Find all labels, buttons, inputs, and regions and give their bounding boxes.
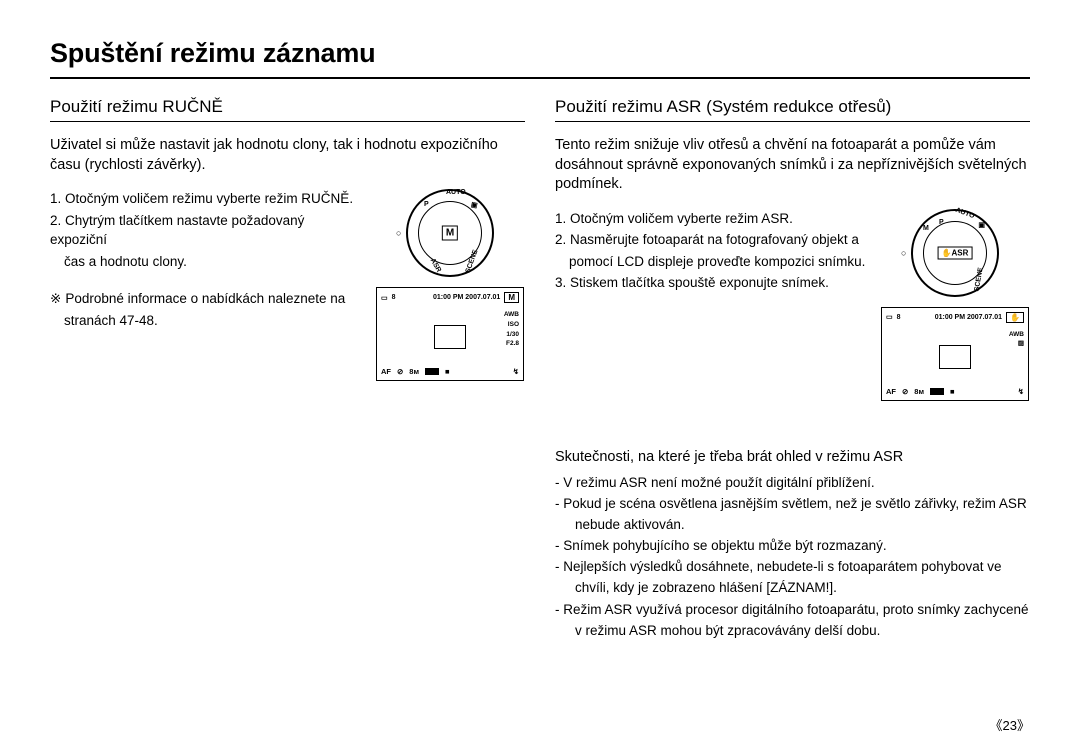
lcd-noflash-icon: ⊘ xyxy=(902,387,908,396)
section-heading-asr: Použití režimu ASR (Systém redukce otřes… xyxy=(555,97,1030,122)
manual-content-row: 1. Otočným voličem režimu vyberte režim … xyxy=(50,189,525,381)
step-text: 1. Otočným voličem režimu vyberte režim … xyxy=(50,189,361,209)
step-text: pomocí LCD displeje proveďte kompozici s… xyxy=(555,252,866,272)
asr-steps: 1. Otočným voličem vyberte režim ASR. 2.… xyxy=(555,209,866,295)
two-column-layout: Použití režimu RUČNĚ Uživatel si může na… xyxy=(50,97,1030,642)
lcd-mode-icon: ✋ xyxy=(1006,312,1024,323)
right-column: Použití režimu ASR (Systém redukce otřes… xyxy=(555,97,1030,642)
lcd-side-labels: AWB ISO 1/30 F2.8 xyxy=(504,310,519,349)
considerations-title: Skutečnosti, na které je třeba brát ohle… xyxy=(555,449,1030,465)
intro-text-manual: Uživatel si může nastavit jak hodnotu cl… xyxy=(50,136,525,175)
note-text: stranách 47-48. xyxy=(50,311,361,331)
lcd-preview: ▭ 8 01:00 PM 2007.07.01 M AWB ISO 1/30 F… xyxy=(376,287,524,381)
page-title: Spuštění režimu záznamu xyxy=(50,38,1030,79)
dial-mode-label: ✋ASR xyxy=(938,246,973,259)
lcd-arrow-icon: ↯ xyxy=(513,367,519,376)
dial-pointer-icon: ○ xyxy=(901,248,906,258)
lcd-timestamp: 01:00 PM 2007.07.01 xyxy=(935,314,1002,321)
list-item: - Nejlepších výsledků dosáhnete, nebudet… xyxy=(555,557,1030,576)
list-item: chvíli, kdy je zobrazeno hlášení [ZÁZNAM… xyxy=(555,578,1030,597)
considerations-list: - V režimu ASR není možné použít digitál… xyxy=(555,473,1030,640)
lcd-battery-icon xyxy=(930,388,944,395)
section-heading-manual: Použití režimu RUČNĚ xyxy=(50,97,525,122)
lcd-timestamp: 01:00 PM 2007.07.01 xyxy=(433,294,500,301)
lcd-focus-frame-icon xyxy=(434,325,466,349)
list-item: nebude aktivován. xyxy=(555,515,1030,534)
lcd-dot-icon: ■ xyxy=(445,367,450,376)
lcd-dot-icon: ■ xyxy=(950,387,955,396)
asr-content-row: 1. Otočným voličem vyberte režim ASR. 2.… xyxy=(555,209,1030,401)
asr-illustrations: ○ ✋ASR AUTO P M ▣ SCENE ▭ 8 01:00 PM xyxy=(880,209,1030,401)
list-item: - Režim ASR využívá procesor digitálního… xyxy=(555,600,1030,619)
lcd-preview: ▭ 8 01:00 PM 2007.07.01 ✋ AWB ▨ AF xyxy=(881,307,1029,401)
manual-illustrations: ○ M AUTO P ▣ SCENE ASR ▭ 8 01:00 PM xyxy=(375,189,525,381)
step-text: 1. Otočným voličem vyberte režim ASR. xyxy=(555,209,866,229)
lcd-count: 8 xyxy=(392,294,396,301)
lcd-shutter: 1/30 xyxy=(504,330,519,340)
lcd-arrow-icon: ↯ xyxy=(1018,387,1024,396)
lcd-mode-icon: M xyxy=(504,292,519,303)
lcd-card-icon: ▭ xyxy=(886,313,893,321)
page-number: 23 xyxy=(990,715,1031,734)
left-column: Použití režimu RUČNĚ Uživatel si může na… xyxy=(50,97,525,642)
lcd-size-label: 8м xyxy=(409,367,419,376)
lcd-card-icon: ▭ xyxy=(381,294,388,302)
list-item: - Pokud je scéna osvětlena jasnějším svě… xyxy=(555,494,1030,513)
step-text: 3. Stiskem tlačítka spouště exponujte sn… xyxy=(555,273,866,293)
lcd-exp-icon: ▨ xyxy=(1009,339,1024,349)
lcd-af-label: AF xyxy=(381,367,391,376)
manual-steps: 1. Otočným voličem režimu vyberte režim … xyxy=(50,189,361,332)
mode-dial-icon: ○ ✋ASR AUTO P M ▣ SCENE xyxy=(911,209,999,297)
note-block: ※Podrobné informace o nabídkách naleznet… xyxy=(50,289,361,330)
step-text: 2. Nasměrujte fotoaparát na fotografovan… xyxy=(555,230,866,250)
list-item: - Snímek pohybujícího se objektu může bý… xyxy=(555,536,1030,555)
step-text: 2. Chytrým tlačítkem nastavte požadovaný… xyxy=(50,211,361,250)
lcd-focus-frame-icon xyxy=(939,345,971,369)
lcd-iso: ISO xyxy=(504,320,519,330)
dial-pointer-icon: ○ xyxy=(396,228,401,238)
lcd-battery-icon xyxy=(425,368,439,375)
mode-dial-icon: ○ M AUTO P ▣ SCENE ASR xyxy=(406,189,494,277)
manual-page: Spuštění režimu záznamu Použití režimu R… xyxy=(0,0,1080,746)
lcd-side-labels: AWB ▨ xyxy=(1009,330,1024,350)
lcd-af-label: AF xyxy=(886,387,896,396)
intro-text-asr: Tento režim snižuje vliv otřesů a chvění… xyxy=(555,136,1030,195)
asr-considerations: Skutečnosti, na které je třeba brát ohle… xyxy=(555,449,1030,640)
lcd-noflash-icon: ⊘ xyxy=(397,367,403,376)
lcd-count: 8 xyxy=(897,314,901,321)
step-text: čas a hodnotu clony. xyxy=(50,252,361,272)
lcd-size-label: 8м xyxy=(914,387,924,396)
note-text: Podrobné informace o nabídkách naleznete… xyxy=(65,291,345,306)
lcd-awb: AWB xyxy=(504,310,519,320)
note-star-icon: ※ xyxy=(50,291,65,306)
list-item: v režimu ASR mohou být zpracovávány delš… xyxy=(555,621,1030,640)
lcd-awb: AWB xyxy=(1009,330,1024,340)
lcd-aperture: F2.8 xyxy=(504,339,519,349)
dial-mode-label: M xyxy=(442,226,458,241)
list-item: - V režimu ASR není možné použít digitál… xyxy=(555,473,1030,492)
